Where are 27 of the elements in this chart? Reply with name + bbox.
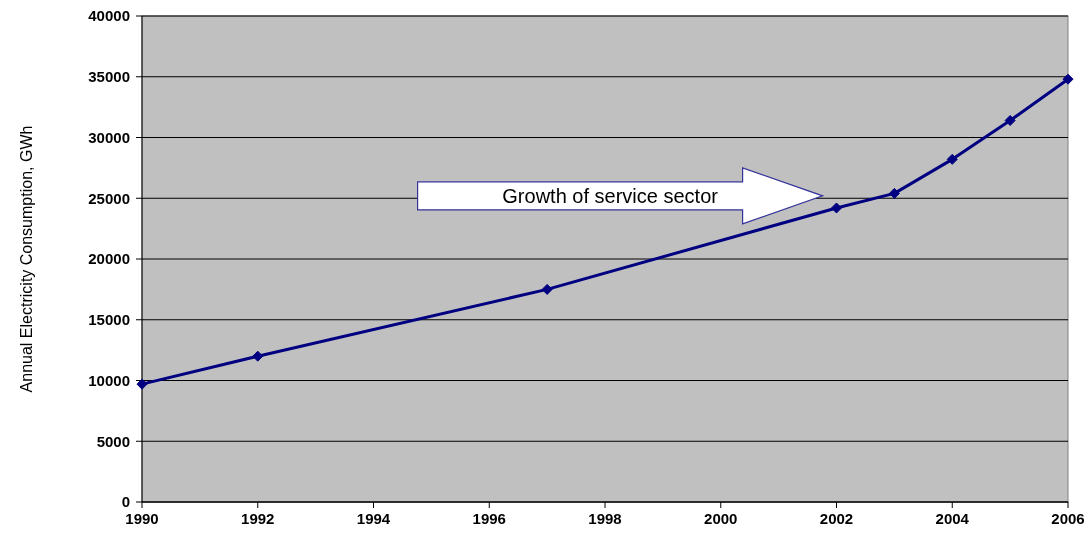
point [252, 350, 264, 362]
y-tick-label: 25000 [88, 189, 130, 207]
y-tick-label: 10000 [88, 371, 130, 389]
x-tick-label: 2000 [704, 510, 738, 527]
x-tick-label: 1996 [472, 510, 506, 527]
y-tick-label: 15000 [88, 311, 130, 328]
x-tick-label: 2006 [1051, 510, 1085, 527]
y-tick-label: 30000 [88, 128, 130, 146]
x-tick-label: 1990 [125, 510, 159, 527]
point [1062, 73, 1074, 85]
x-tick-label: 2004 [935, 510, 970, 527]
point [946, 153, 958, 165]
x-tick-label: 1992 [241, 510, 275, 527]
y-tick-label: 20000 [88, 250, 130, 268]
x-tick-label: 2002 [819, 510, 854, 527]
annotation: Growth of service sector [502, 184, 719, 207]
y-tick-label: 0 [121, 493, 130, 511]
point [831, 202, 842, 214]
y-axis-title: Annual Electricity Consumption, GWh [18, 125, 35, 393]
x-tick-label: 1998 [588, 510, 622, 527]
point [1004, 114, 1016, 126]
point [888, 187, 900, 199]
point [541, 283, 553, 295]
y-tick-label: 40000 [88, 7, 130, 25]
y-tick-label: 35000 [88, 68, 130, 85]
y-tick-label: 5000 [96, 432, 130, 450]
x-tick-label: 1994 [356, 510, 391, 527]
